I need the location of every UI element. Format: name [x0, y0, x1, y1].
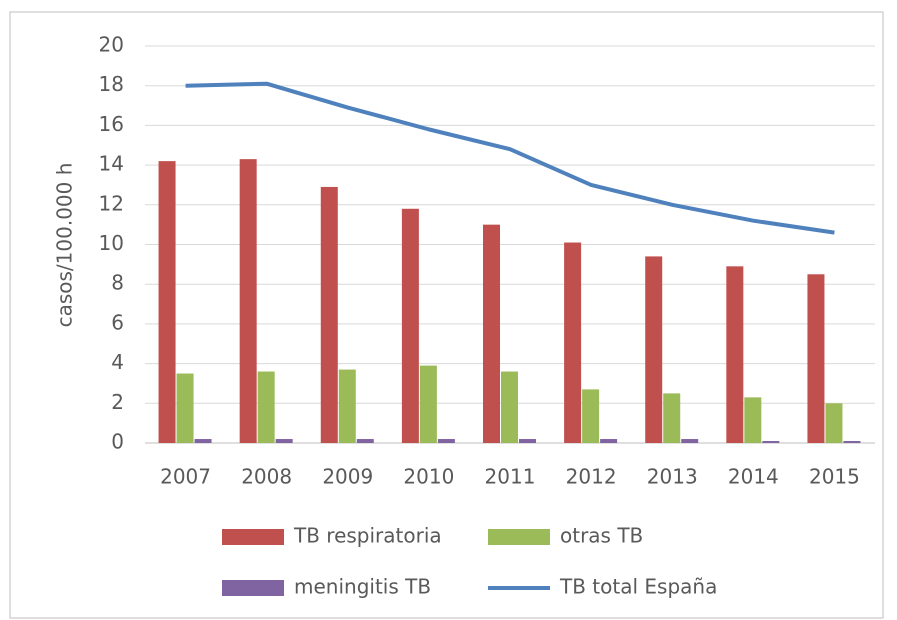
line	[185, 81, 835, 235]
y-tick-label: 6	[111, 310, 124, 334]
bar	[501, 371, 518, 443]
y-axis-label: casos/100.000 h	[53, 163, 77, 328]
bar	[257, 371, 275, 443]
y-tick-label: 8	[111, 271, 124, 295]
bar	[564, 242, 582, 443]
y-tick-label: 20	[99, 33, 124, 57]
legend-label: TB total España	[559, 575, 717, 599]
y-tick-label: 0	[111, 430, 124, 454]
bar	[600, 439, 618, 443]
y-tick-label: 2	[111, 390, 124, 414]
legend-swatch	[222, 529, 284, 545]
legend-label: otras TB	[560, 524, 643, 548]
legend-swatch	[222, 580, 284, 596]
bar	[275, 439, 293, 443]
bar	[401, 208, 419, 443]
x-tick-label: 2015	[809, 465, 860, 489]
x-tick-label: 2010	[403, 465, 454, 489]
bar	[483, 224, 500, 443]
y-tick-label: 14	[99, 152, 124, 176]
y-tick-label: 18	[99, 72, 124, 96]
bar	[645, 256, 663, 443]
bar	[356, 439, 374, 443]
x-tick-label: 2007	[160, 465, 211, 489]
bar	[582, 389, 600, 443]
bar	[338, 369, 356, 443]
y-tick-label: 10	[99, 231, 124, 255]
bar	[825, 403, 843, 443]
y-tick-label: 12	[99, 191, 124, 215]
x-tick-label: 2014	[728, 465, 779, 489]
legend-swatch	[488, 529, 550, 545]
bar	[320, 186, 338, 443]
bar	[437, 439, 455, 443]
legend-label: meningitis TB	[294, 575, 431, 599]
bar	[519, 439, 536, 443]
x-tick-label: 2013	[647, 465, 698, 489]
bar	[176, 373, 194, 443]
y-tick-label: 16	[99, 112, 124, 136]
bar	[194, 439, 212, 443]
bar	[419, 365, 437, 443]
bar	[807, 274, 825, 443]
x-tick-label: 2009	[322, 465, 373, 489]
legend-label: TB respiratoria	[293, 524, 442, 548]
bar	[762, 441, 780, 443]
bar	[843, 441, 861, 443]
frame	[9, 11, 884, 619]
bar	[239, 159, 257, 443]
bar	[726, 266, 744, 443]
y-tick-label: 4	[111, 350, 124, 374]
x-tick-label: 2008	[241, 465, 292, 489]
x-tick-label: 2011	[485, 465, 536, 489]
bar	[744, 397, 762, 443]
bar	[663, 393, 681, 443]
x-tick-label: 2012	[566, 465, 617, 489]
bar	[158, 161, 176, 443]
bar	[681, 439, 699, 443]
